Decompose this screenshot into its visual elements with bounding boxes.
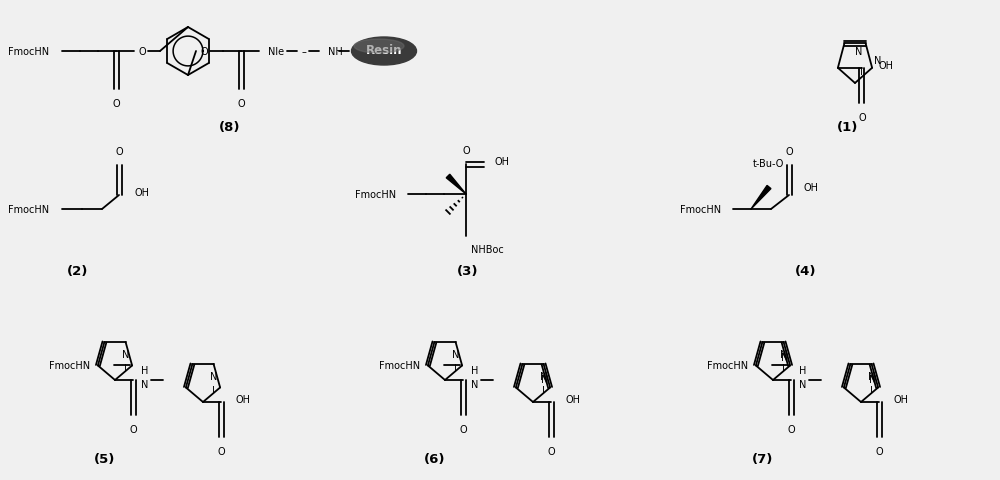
Text: (1): (1) [837,121,859,134]
Text: N: N [868,371,875,381]
Text: N: N [122,349,129,359]
Text: O: O [459,424,467,434]
Text: O: O [547,446,555,456]
Text: N: N [541,375,548,384]
Text: OH: OH [565,394,580,404]
Text: OH: OH [803,182,818,192]
Text: H: H [471,365,479,375]
Text: N: N [471,379,479,389]
Text: OH: OH [879,60,894,71]
Text: OH: OH [134,188,149,198]
Text: I: I [860,67,863,77]
Text: –: – [302,47,306,57]
Text: I: I [542,385,545,395]
Text: N: N [141,379,149,389]
Text: O: O [785,147,793,156]
Text: N: N [210,371,217,381]
Text: (8): (8) [219,121,241,134]
Text: O: O [115,147,123,156]
Text: NHBoc: NHBoc [471,244,504,254]
Text: I: I [782,363,785,373]
Text: I: I [870,385,873,395]
Text: Resin: Resin [366,45,402,58]
Ellipse shape [354,40,404,54]
Text: N: N [780,349,787,359]
Text: FmocHN: FmocHN [707,361,748,371]
Text: (6): (6) [424,453,446,466]
Text: O: O [217,446,225,456]
Text: N: N [452,349,459,359]
Text: O: O [129,424,137,434]
Text: FmocHN: FmocHN [379,361,420,371]
Text: H: H [141,365,149,375]
Text: O: O [200,47,208,57]
Ellipse shape [352,38,417,66]
Text: O: O [462,146,470,156]
Text: OH: OH [235,394,250,404]
Polygon shape [446,175,466,194]
Text: FmocHN: FmocHN [8,47,49,57]
Text: OH: OH [893,394,908,404]
Text: O: O [237,99,245,109]
Text: I: I [454,363,457,373]
Text: H: H [799,365,807,375]
Text: I: I [124,363,127,373]
Text: FmocHN: FmocHN [680,204,721,215]
Text: O: O [858,113,866,122]
Text: (7): (7) [752,453,774,466]
Text: NH: NH [328,47,343,57]
Text: O: O [138,47,146,57]
Text: (5): (5) [94,453,116,466]
Text: (4): (4) [795,265,817,278]
Text: N: N [855,47,863,57]
Polygon shape [751,186,771,210]
Text: O: O [112,99,120,109]
Text: I: I [212,385,215,395]
Text: O: O [787,424,795,434]
Text: N: N [869,375,876,384]
Text: FmocHN: FmocHN [355,190,396,200]
Text: O: O [875,446,883,456]
Text: FmocHN: FmocHN [49,361,90,371]
Text: N: N [540,371,547,381]
Text: (3): (3) [457,265,479,278]
Text: t-Bu-O: t-Bu-O [753,159,784,168]
Text: OH: OH [494,156,509,167]
Text: N: N [799,379,807,389]
Text: N: N [781,353,788,363]
Text: (2): (2) [67,265,89,278]
Text: Nle: Nle [268,47,284,57]
Text: FmocHN: FmocHN [8,204,49,215]
Text: N: N [874,56,881,66]
